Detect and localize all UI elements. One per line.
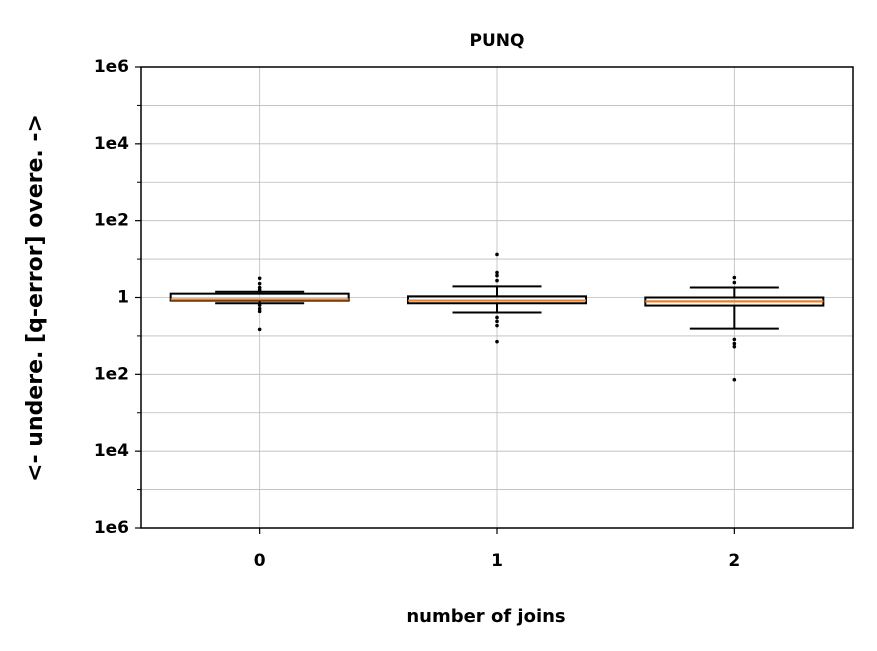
flier: [732, 337, 737, 342]
flier: [495, 323, 499, 328]
flier: [257, 288, 262, 292]
flier: [495, 270, 499, 275]
flier: [257, 306, 262, 311]
y-tick-label: 1e6: [94, 518, 129, 538]
flier: [257, 309, 262, 314]
flier: [257, 276, 262, 281]
x-tick-label: 0: [254, 551, 266, 571]
flier: [495, 319, 499, 324]
y-tick-label: 1e6: [94, 57, 129, 77]
y-tick-label: 1e4: [94, 134, 129, 154]
x-axis-label: number of joins: [406, 606, 565, 627]
flier: [495, 315, 499, 320]
y-tick-label: 1e2: [94, 364, 129, 384]
x-tick-label: 1: [491, 551, 503, 571]
flier: [732, 275, 737, 280]
flier: [257, 281, 262, 286]
flier: [495, 273, 499, 278]
flier: [257, 303, 262, 307]
flier: [257, 327, 262, 332]
flier: [495, 278, 499, 283]
flier: [495, 252, 499, 257]
y-tick-label: 1e2: [94, 211, 129, 231]
plot-frame: [140, 66, 854, 529]
chart-title: PUNQ: [470, 31, 525, 51]
box: [169, 292, 350, 302]
x-tick-label: 2: [728, 551, 740, 571]
flier: [732, 280, 737, 285]
flier: [495, 339, 499, 344]
flier: [732, 344, 737, 349]
flier: [732, 341, 737, 346]
y-tick-label: 1: [117, 288, 129, 308]
y-axis-label: <- undere. [q-error] overe. ->: [23, 114, 48, 482]
flier: [732, 377, 737, 382]
y-tick-label: 1e4: [94, 441, 129, 461]
